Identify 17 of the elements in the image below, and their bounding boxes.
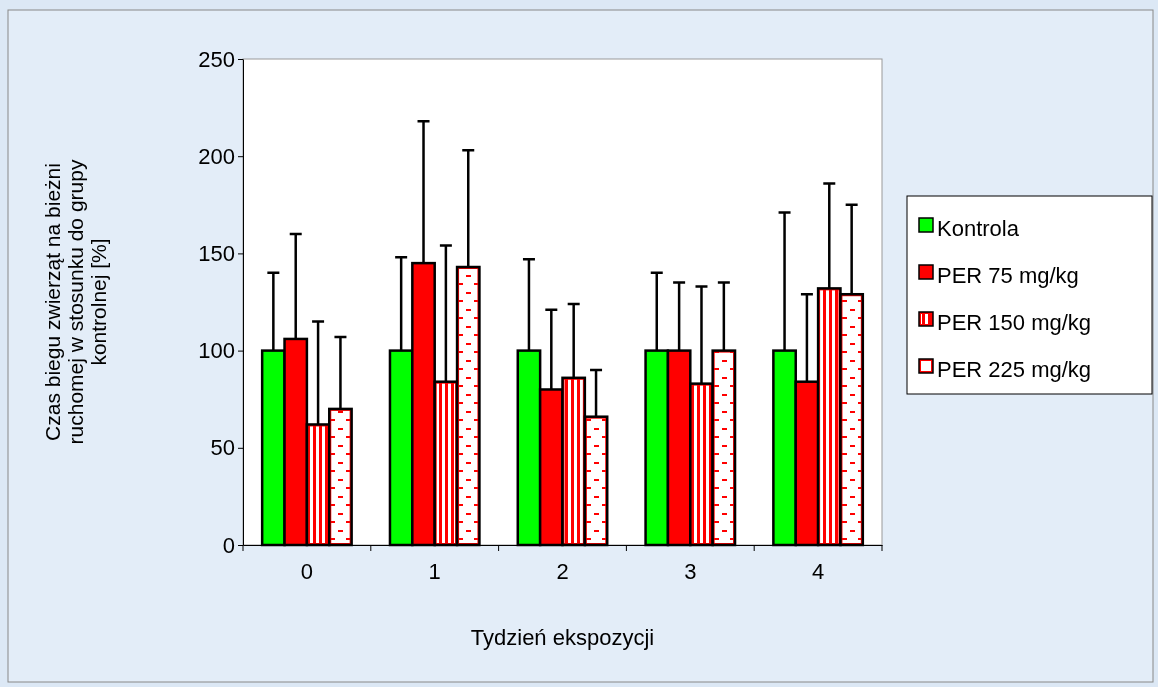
- legend-label: PER 75 mg/kg: [937, 262, 1079, 288]
- y-tick-label: 250: [198, 46, 235, 72]
- x-axis-title: Tydzień ekspozycji: [470, 625, 655, 650]
- x-tick-label: 1: [428, 558, 441, 584]
- y-tick-label: 100: [198, 338, 235, 364]
- y-tick-label: 50: [210, 435, 235, 461]
- x-tick-label: 0: [300, 558, 314, 584]
- y-tick-label: 150: [198, 240, 235, 266]
- y-tick-label: 200: [198, 143, 235, 169]
- x-tick-label: 4: [811, 558, 825, 584]
- x-tick-label: 3: [684, 558, 697, 584]
- x-tick-label: 2: [556, 558, 569, 584]
- y-tick-label: 0: [222, 532, 235, 558]
- legend-label: PER 225 mg/kg: [937, 356, 1092, 382]
- y-axis-title: Czas biegu zwierząt na bieżni ruchomej w stosunku do grupy kontrolnej [%]: [41, 159, 111, 445]
- legend-label: PER 150 mg/kg: [937, 309, 1092, 335]
- legend-label: Kontrola: [937, 215, 1020, 241]
